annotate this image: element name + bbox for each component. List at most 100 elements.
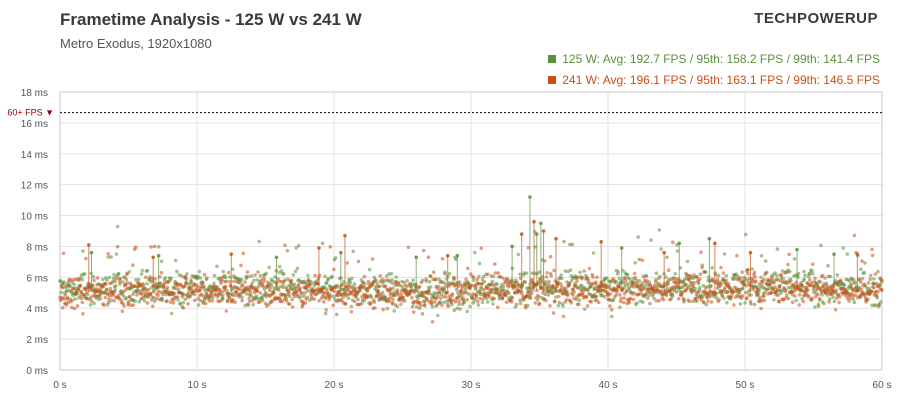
data-point	[117, 293, 121, 298]
data-point	[627, 287, 632, 292]
spike-point	[619, 246, 624, 250]
data-point	[230, 267, 235, 272]
data-point	[411, 310, 416, 314]
data-point	[635, 281, 640, 285]
data-point	[71, 287, 76, 291]
data-point	[98, 297, 103, 301]
spike-point	[713, 241, 717, 246]
data-point	[113, 279, 117, 284]
data-point	[478, 296, 482, 301]
data-point	[172, 297, 176, 302]
data-point	[807, 277, 812, 282]
data-point	[716, 273, 721, 278]
data-point	[262, 279, 267, 283]
data-point	[379, 292, 383, 297]
data-point	[363, 282, 367, 286]
data-point	[740, 294, 745, 298]
x-tick-label: 40 s	[599, 380, 618, 391]
data-point	[642, 287, 646, 291]
data-point	[877, 283, 882, 287]
data-point	[203, 301, 208, 306]
data-point	[422, 303, 427, 307]
data-point	[809, 280, 814, 285]
data-point	[238, 292, 242, 297]
data-point	[387, 299, 392, 304]
data-point	[520, 291, 524, 296]
data-point	[857, 277, 861, 282]
data-point	[745, 296, 749, 300]
data-point	[666, 282, 670, 286]
data-point	[609, 314, 614, 319]
data-point	[810, 296, 814, 301]
data-point	[514, 302, 519, 307]
data-point	[293, 269, 298, 274]
data-point	[578, 270, 582, 275]
data-point	[654, 278, 658, 282]
data-point	[74, 277, 79, 281]
spike-point	[832, 252, 836, 256]
data-point	[114, 252, 119, 256]
data-point	[695, 275, 699, 279]
data-point	[145, 288, 149, 293]
data-point	[651, 291, 656, 296]
data-point	[61, 305, 65, 310]
data-point	[720, 293, 724, 297]
data-point	[281, 285, 286, 290]
data-point	[661, 292, 665, 297]
data-point	[586, 280, 590, 285]
data-point	[785, 270, 790, 275]
data-point	[719, 265, 723, 270]
data-point	[835, 283, 840, 287]
data-point	[876, 290, 880, 294]
data-point	[656, 289, 661, 293]
data-point	[503, 293, 508, 297]
legend-label-125w: 125 W: Avg: 192.7 FPS / 95th: 158.2 FPS …	[562, 51, 880, 66]
data-point	[696, 290, 701, 294]
data-point	[523, 303, 528, 308]
data-point	[541, 291, 545, 295]
data-point	[179, 274, 184, 278]
data-point	[548, 254, 553, 259]
data-point	[637, 257, 642, 262]
data-point	[658, 284, 663, 289]
data-point	[178, 291, 182, 295]
data-point	[675, 249, 680, 253]
data-point	[424, 277, 428, 282]
data-point	[649, 238, 653, 242]
data-point	[92, 301, 96, 306]
data-point	[160, 296, 164, 301]
data-point	[471, 275, 476, 280]
data-point	[192, 298, 197, 303]
x-tick-label: 0 s	[53, 380, 66, 391]
data-point	[405, 284, 410, 289]
data-point	[405, 279, 410, 283]
spike-point	[317, 246, 321, 250]
data-point	[385, 306, 390, 311]
data-point	[465, 309, 470, 314]
data-point	[826, 263, 830, 268]
data-point	[264, 294, 269, 299]
data-point	[481, 274, 486, 279]
data-point	[322, 290, 327, 295]
data-point	[777, 300, 781, 304]
data-point	[133, 299, 137, 304]
data-point	[341, 295, 346, 299]
data-point	[530, 277, 534, 282]
data-point	[166, 279, 170, 284]
data-point	[161, 284, 166, 289]
data-point	[572, 296, 576, 301]
data-point	[396, 282, 401, 286]
data-point	[223, 275, 228, 280]
data-point	[157, 297, 162, 302]
data-point	[274, 269, 279, 273]
data-point	[654, 299, 659, 303]
data-point	[224, 309, 229, 313]
data-point	[231, 286, 236, 291]
data-point	[540, 280, 544, 285]
data-point	[267, 265, 272, 270]
plot-frame	[59, 91, 883, 371]
data-point	[579, 289, 583, 293]
data-point	[85, 290, 89, 295]
data-point	[595, 275, 599, 280]
data-point	[468, 286, 472, 290]
